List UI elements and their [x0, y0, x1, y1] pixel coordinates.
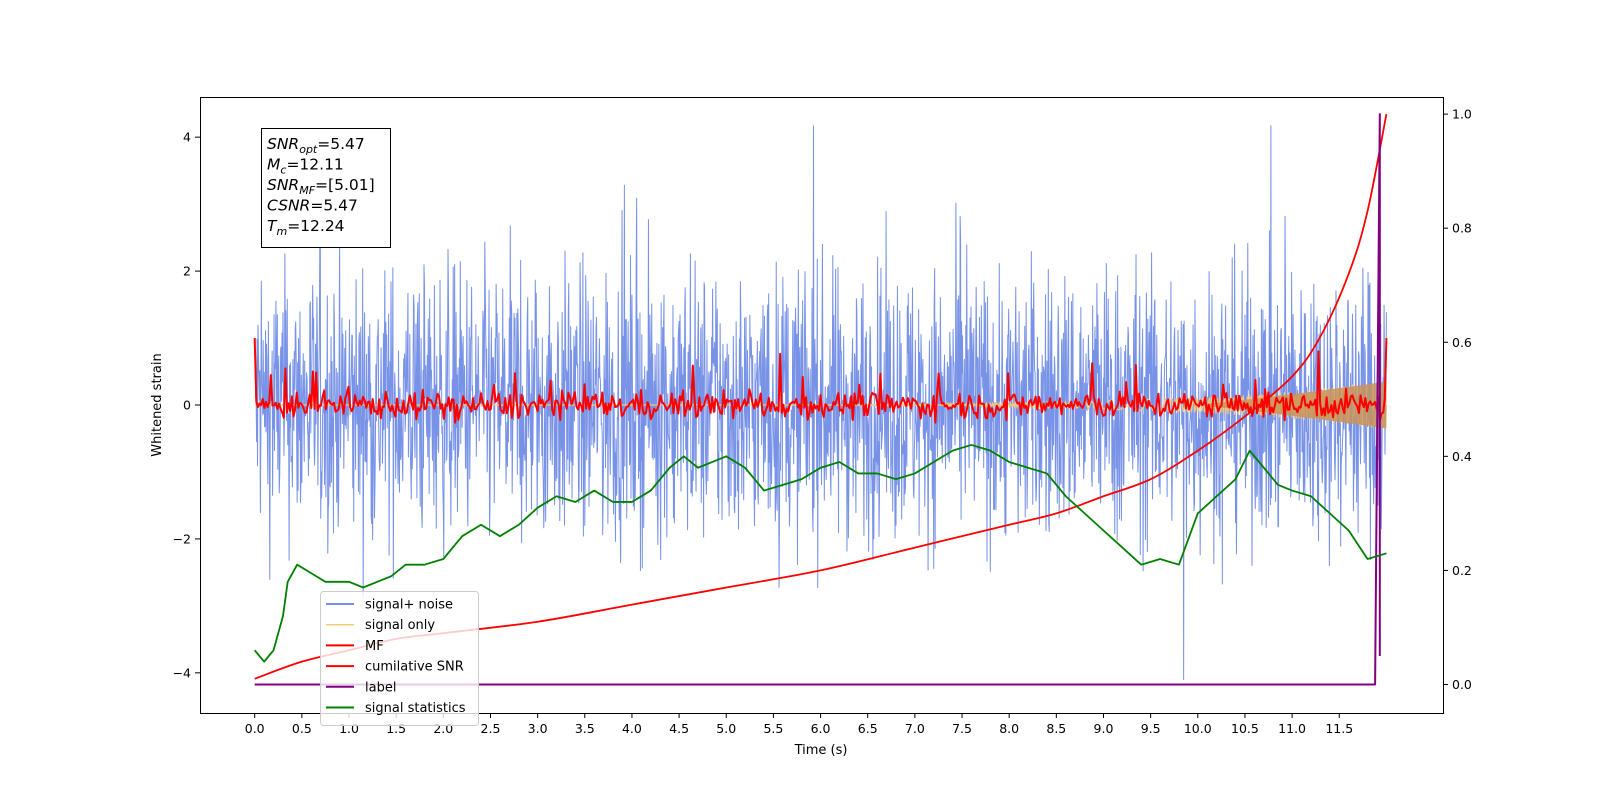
x-tick-label: 5.5 — [763, 721, 783, 736]
legend-label: signal only — [365, 618, 435, 633]
x-tick-label: 3.5 — [575, 721, 595, 736]
y-left-tick-label: 4 — [183, 130, 191, 145]
x-tick-label: 3.0 — [528, 721, 548, 736]
x-tick-label: 7.5 — [952, 721, 972, 736]
series-mf-line — [253, 338, 1388, 424]
x-tick-label: 0.0 — [245, 721, 265, 736]
x-tick-label: 8.5 — [1046, 721, 1066, 736]
x-tick-label: 10.0 — [1184, 721, 1212, 736]
x-axis-label: Time (s) — [794, 743, 848, 758]
legend-label: label — [365, 680, 396, 695]
series-signal-statistics-line — [254, 444, 1387, 663]
x-tick-label: 0.5 — [292, 721, 312, 736]
legend-label: cumilative SNR — [365, 660, 464, 675]
y-left-tick-label: 2 — [183, 264, 191, 279]
x-tick-label: 9.5 — [1141, 721, 1161, 736]
legend-label: MF — [365, 639, 384, 654]
stats-annotation-box: SNRopt=5.47Mc=12.11SNRMF=[5.01]CSNR=5.47… — [261, 128, 391, 248]
y-right-tick-label: 0.8 — [1452, 221, 1472, 236]
annotation-line: Tm=12.24 — [267, 217, 345, 238]
y-right-tick-label: 1.0 — [1452, 107, 1472, 122]
y-left-tick-label: −4 — [173, 665, 191, 680]
annotation-box-frame — [261, 128, 391, 248]
y-axis-label-left: Whitened strain — [150, 353, 165, 456]
x-tick-label: 8.0 — [999, 721, 1019, 736]
annotation-line: SNRopt=5.47 — [267, 135, 365, 156]
x-tick-label: 4.5 — [669, 721, 689, 736]
y-right-tick-label: 0.4 — [1452, 449, 1472, 464]
y-right-tick-label: 0.6 — [1452, 335, 1472, 350]
y-right-tick-label: 0.0 — [1452, 677, 1472, 692]
y-left-tick-label: −2 — [173, 531, 191, 546]
legend-frame — [320, 591, 479, 726]
legend: signal+ noise signal only MF cumilative SNR… — [320, 591, 479, 726]
annotation-line: CSNR=5.47 — [267, 197, 358, 215]
x-tick-label: 2.5 — [481, 721, 501, 736]
legend-label: signal statistics — [365, 701, 466, 716]
x-tick-label: 9.0 — [1094, 721, 1114, 736]
x-tick-label: 11.0 — [1278, 721, 1306, 736]
axes-frame — [200, 97, 1444, 714]
x-tick-label: 11.5 — [1325, 721, 1353, 736]
series-label-line — [254, 113, 1381, 686]
x-tick-label: 6.5 — [858, 721, 878, 736]
x-tick-label: 7.0 — [905, 721, 925, 736]
y-left-tick-label: 0 — [183, 398, 191, 413]
x-tick-label: 5.0 — [716, 721, 736, 736]
axes: 0.0 0.5 1.0 1.5 2.0 2.5 3.0 3.5 4.0 4.5 5.0 5.5 6.0 6… — [173, 107, 1472, 736]
x-tick-label: 6.0 — [811, 721, 831, 736]
annotation-line: SNRMF=[5.01] — [267, 176, 375, 197]
series-signal-plus-noise-line — [254, 125, 1387, 681]
y-right-tick-label: 0.2 — [1452, 563, 1472, 578]
annotation-line: Mc=12.11 — [267, 156, 344, 177]
x-tick-label: 10.5 — [1231, 721, 1259, 736]
legend-label: signal+ noise — [365, 598, 453, 613]
x-tick-label: 4.0 — [622, 721, 642, 736]
